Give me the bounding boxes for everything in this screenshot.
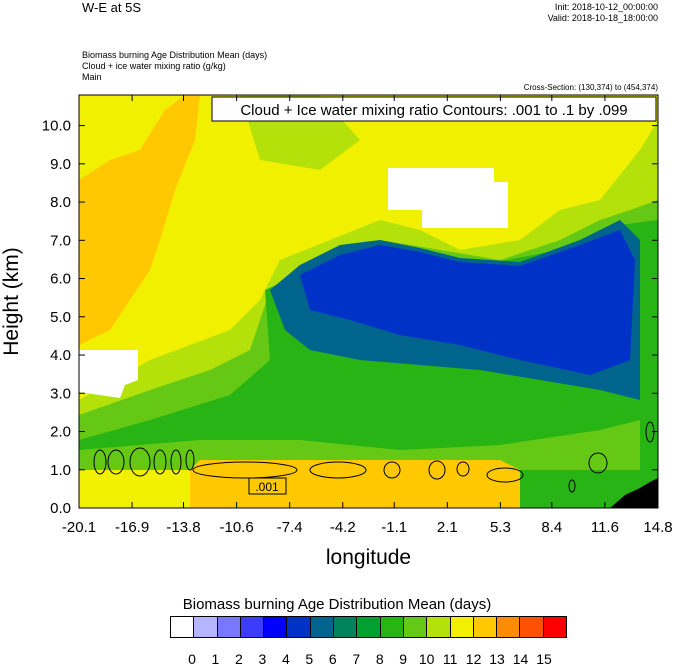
colorbar-label: 11 — [442, 651, 458, 667]
colorbar-label: 9 — [399, 651, 408, 667]
colorbar-title: Biomass burning Age Distribution Mean (d… — [182, 596, 492, 613]
colorbar-box — [264, 617, 288, 637]
y-tick-label: 0.0 — [50, 500, 71, 517]
colorbar-box — [217, 617, 241, 637]
chart-title: W-E at 5S — [82, 0, 142, 15]
colorbar-label: 1 — [211, 651, 220, 667]
x-tick-label: 2.1 — [437, 519, 458, 536]
colorbar-label: 15 — [536, 651, 552, 667]
colorbar-label: 6 — [328, 651, 337, 667]
colorbar-label: 7 — [352, 651, 361, 667]
colorbar-label: 4 — [281, 651, 290, 667]
colorbar-label: 8 — [375, 651, 384, 667]
contour-info-label: Cloud + Ice water mixing ratio Contours:… — [240, 102, 627, 119]
y-tick-label: 4.0 — [50, 347, 71, 364]
heatmap-plot: .001 Cloud + Ice water mixing ratio Conto… — [0, 94, 673, 569]
x-tick-label: 8.4 — [541, 519, 562, 536]
no-data-upper — [388, 168, 508, 228]
x-tick-label: -13.8 — [166, 519, 200, 536]
colorbar — [170, 616, 567, 638]
cloud-contour-12 — [588, 452, 608, 474]
colorbar-label: 2 — [235, 651, 243, 667]
cloud-contour-7 — [309, 461, 367, 479]
x-tick-label: -1.1 — [381, 519, 407, 536]
band-age-13-lower — [190, 460, 520, 508]
contour-label-box — [248, 477, 287, 495]
y-tick-label: 5.0 — [50, 309, 71, 326]
colorbar-box — [240, 617, 265, 637]
field-description-1: Biomass burning Age Distribution Mean (d… — [82, 50, 268, 60]
colorbar-label: 14 — [512, 651, 529, 667]
colorbar-box — [357, 617, 381, 637]
x-tick-label: -7.4 — [277, 519, 303, 536]
x-tick-label: 11.6 — [591, 519, 619, 536]
y-axis-label: Height (km) — [0, 247, 23, 356]
y-tick-label: 7.0 — [50, 232, 71, 249]
field-description-3: Main — [82, 72, 102, 82]
heatmap-field: .001 — [79, 95, 658, 508]
colorbar-label: 10 — [418, 651, 435, 667]
cloud-contour-4 — [170, 449, 182, 475]
colorbar-box — [520, 617, 544, 637]
cloud-contour-6 — [192, 461, 298, 479]
colorbar-box — [287, 617, 311, 637]
colorbar-box — [497, 617, 521, 637]
colorbar-box — [473, 617, 498, 637]
cross-section-label: Cross-Section: (130,374) to (454,374) — [523, 83, 658, 92]
colorbar-box — [427, 617, 451, 637]
plot-frame — [78, 94, 659, 509]
colorbar-box — [194, 617, 218, 637]
x-tick-label: -4.2 — [330, 519, 356, 536]
colorbar-label: 12 — [465, 651, 482, 667]
y-tick-label: 8.0 — [50, 194, 71, 211]
cloud-contour-0 — [93, 449, 107, 475]
y-tick-label: 6.0 — [50, 271, 71, 288]
y-tick-label: 2.0 — [50, 424, 71, 441]
colorbar-label: 5 — [305, 651, 314, 667]
colorbar-box — [171, 617, 195, 637]
contour-label: .001 — [255, 480, 279, 494]
y-tick-label: 1.0 — [50, 462, 71, 479]
x-tick-label: -10.6 — [220, 519, 254, 536]
y-tick-label: 9.0 — [50, 156, 71, 173]
colorbar-box — [334, 617, 358, 637]
no-data-left — [79, 350, 138, 398]
x-tick-label: -20.1 — [62, 519, 96, 536]
x-tick-label: 14.8 — [643, 519, 672, 536]
x-tick-label: -16.9 — [115, 519, 149, 536]
cloud-contour-3 — [153, 449, 167, 475]
cloud-contour-14 — [568, 479, 576, 493]
colorbar-box — [380, 617, 404, 637]
band-age-11-12-lower — [79, 470, 190, 508]
colorbar-box — [310, 617, 335, 637]
band-age-13 — [79, 95, 200, 345]
band-age-4-5 — [300, 230, 635, 375]
cloud-contour-2 — [129, 447, 151, 477]
colorbar-box — [543, 617, 567, 637]
cloud-contour-1 — [107, 449, 125, 475]
contour-info-box — [211, 96, 657, 122]
init-time: Init: 2018-10-12_00:00:00 — [554, 2, 658, 12]
field-description-2: Cloud + ice water mixing ratio (g/kg) — [82, 61, 226, 71]
valid-time: Valid: 2018-10-18_18:00:00 — [547, 13, 658, 23]
colorbar-box — [403, 617, 428, 637]
cloud-contour-5 — [185, 449, 195, 471]
cloud-contour-8 — [383, 461, 401, 479]
cloud-contour-11 — [486, 467, 524, 483]
cloud-contour-10 — [456, 461, 470, 477]
x-tick-label: 5.3 — [490, 519, 511, 536]
colorbar-labels: 0 1 2 3 4 5 6 7 8 9 10 11 12 13 14 15 — [182, 651, 554, 667]
x-axis-label: longitude — [326, 546, 411, 569]
cloud-contour-9 — [428, 460, 446, 480]
colorbar-label: 13 — [489, 651, 505, 667]
y-tick-label: 3.0 — [50, 385, 71, 402]
y-tick-label: 10.0 — [42, 118, 71, 135]
colorbar-label: 3 — [258, 651, 267, 667]
band-age-9-10-lower — [79, 420, 640, 470]
colorbar-box — [450, 617, 474, 637]
terrain — [610, 478, 658, 508]
colorbar-label: 0 — [188, 651, 196, 667]
